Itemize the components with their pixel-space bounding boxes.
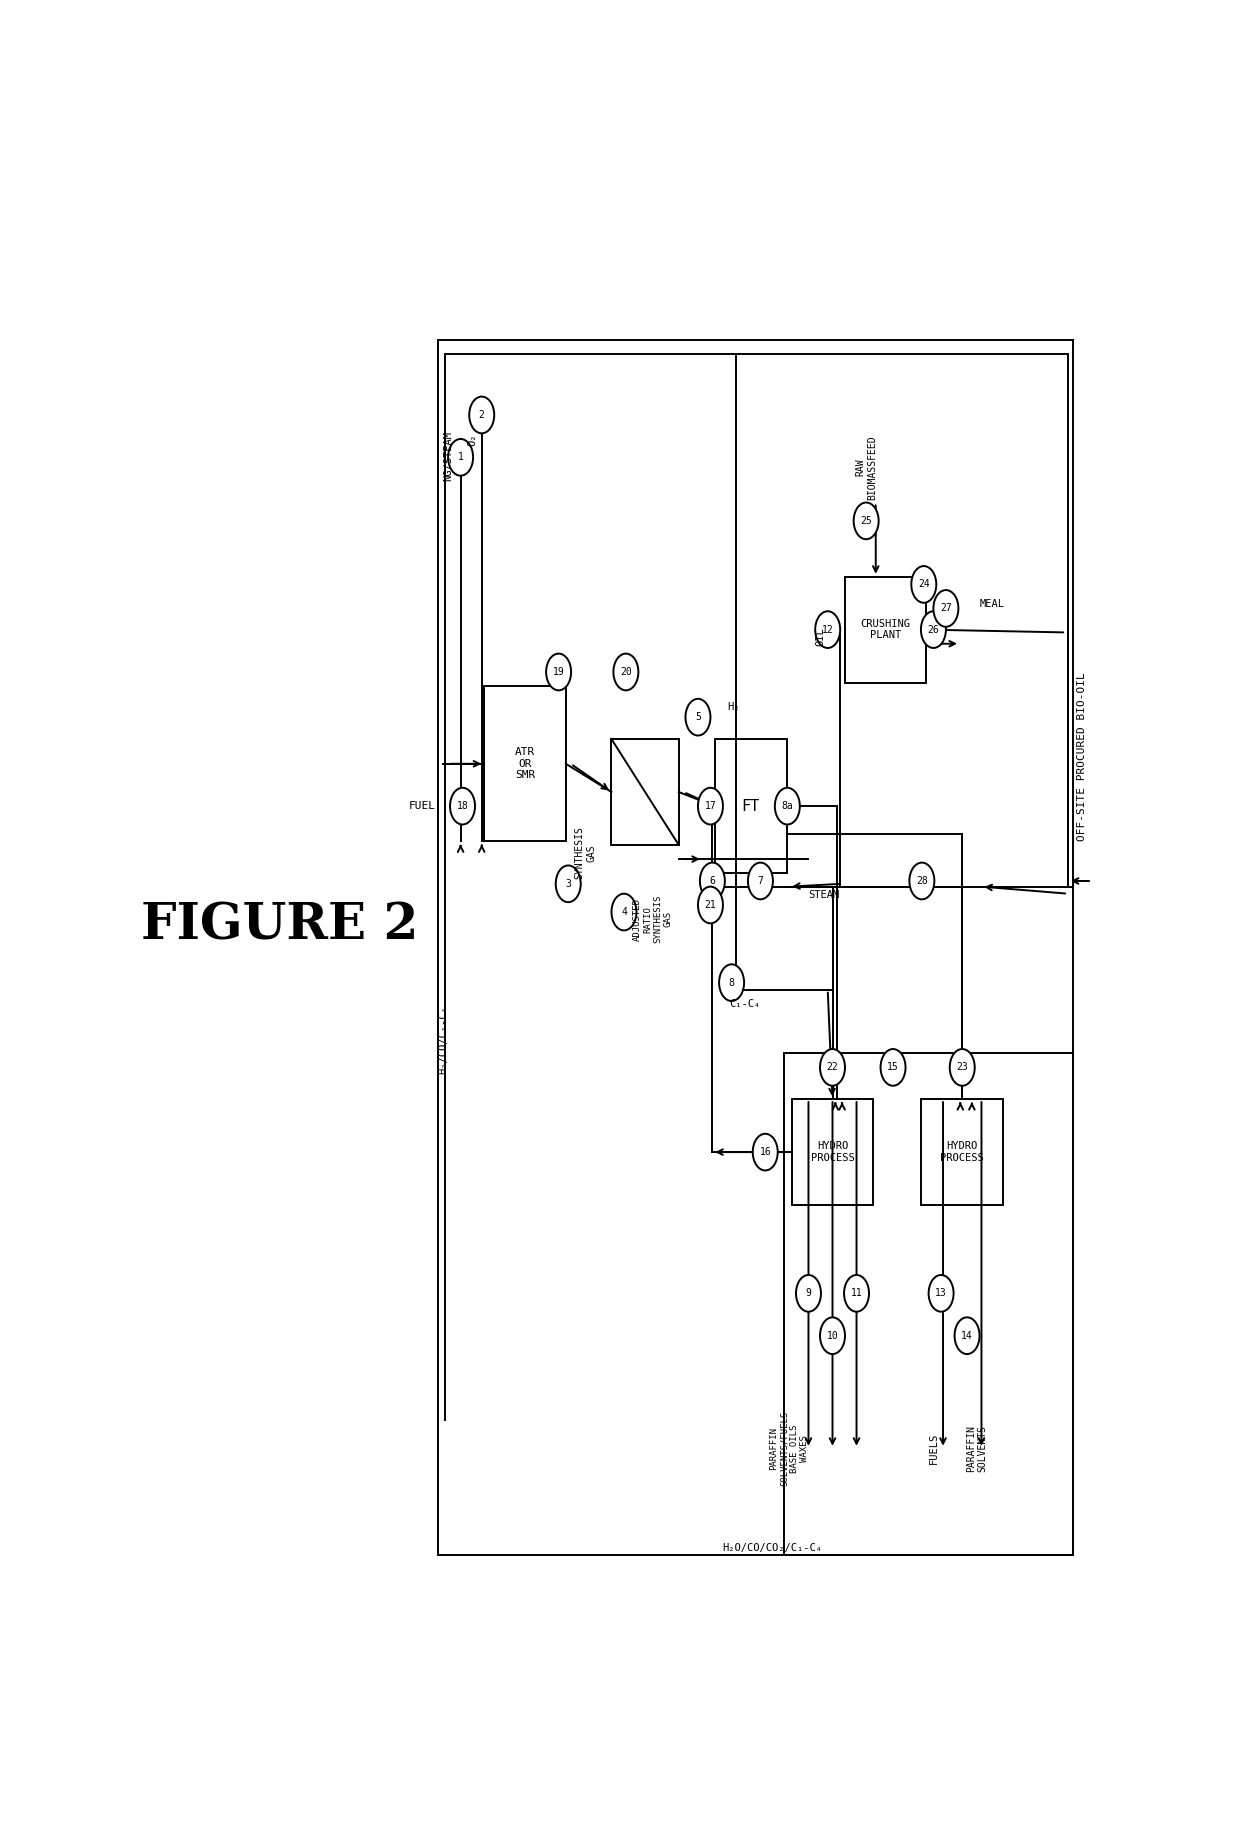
Circle shape bbox=[934, 591, 959, 627]
Bar bbox=[439, 339, 1073, 1555]
Circle shape bbox=[546, 653, 572, 690]
Text: 10: 10 bbox=[827, 1331, 838, 1341]
Text: OFF-SITE PROCURED BIO-OIL: OFF-SITE PROCURED BIO-OIL bbox=[1078, 673, 1087, 842]
Text: HYDRO
PROCESS: HYDRO PROCESS bbox=[940, 1141, 985, 1163]
Text: 8: 8 bbox=[729, 978, 734, 989]
Circle shape bbox=[955, 1317, 980, 1353]
Circle shape bbox=[450, 789, 475, 825]
Text: 15: 15 bbox=[887, 1062, 899, 1073]
Circle shape bbox=[698, 886, 723, 923]
Text: OIL: OIL bbox=[815, 627, 825, 646]
Text: 22: 22 bbox=[827, 1062, 838, 1073]
Circle shape bbox=[556, 866, 580, 902]
Circle shape bbox=[844, 1275, 869, 1311]
Circle shape bbox=[686, 699, 711, 735]
Text: 12: 12 bbox=[822, 625, 833, 635]
Circle shape bbox=[775, 789, 800, 825]
Circle shape bbox=[880, 1049, 905, 1086]
Text: 24: 24 bbox=[918, 580, 930, 589]
Text: H₂: H₂ bbox=[727, 702, 739, 712]
Text: FT: FT bbox=[742, 798, 760, 814]
Circle shape bbox=[820, 1049, 844, 1086]
Text: C₁-C₄: C₁-C₄ bbox=[729, 1000, 761, 1009]
Bar bbox=[921, 1099, 1003, 1205]
Text: FUELS: FUELS bbox=[929, 1432, 939, 1464]
Text: 14: 14 bbox=[961, 1331, 973, 1341]
Text: 26: 26 bbox=[928, 625, 939, 635]
Circle shape bbox=[611, 893, 636, 930]
Text: FUEL: FUEL bbox=[409, 801, 435, 811]
Text: 17: 17 bbox=[704, 801, 717, 811]
Bar bbox=[785, 1053, 1073, 1555]
Text: 23: 23 bbox=[956, 1062, 968, 1073]
Bar bbox=[844, 576, 926, 682]
Circle shape bbox=[448, 438, 474, 475]
Text: 5: 5 bbox=[696, 712, 701, 723]
Text: H₂O/CO/CO₂/C₁-C₄: H₂O/CO/CO₂/C₁-C₄ bbox=[722, 1542, 822, 1553]
Text: H₂/CO/C₁-C₄: H₂/CO/C₁-C₄ bbox=[438, 1005, 449, 1073]
Text: 3: 3 bbox=[565, 878, 572, 889]
Text: 19: 19 bbox=[553, 668, 564, 677]
Circle shape bbox=[815, 611, 841, 647]
Text: 9: 9 bbox=[806, 1287, 811, 1298]
Text: STEAM: STEAM bbox=[808, 889, 839, 900]
Circle shape bbox=[909, 862, 935, 899]
Bar bbox=[484, 686, 565, 842]
Circle shape bbox=[929, 1275, 954, 1311]
Text: FIGURE 2: FIGURE 2 bbox=[141, 902, 419, 950]
Circle shape bbox=[950, 1049, 975, 1086]
Text: NG/STEAM: NG/STEAM bbox=[443, 431, 453, 481]
Text: 25: 25 bbox=[861, 515, 872, 526]
Text: 13: 13 bbox=[935, 1287, 947, 1298]
Circle shape bbox=[699, 862, 725, 899]
Text: 2: 2 bbox=[479, 411, 485, 420]
Text: MEAL: MEAL bbox=[980, 600, 1004, 609]
Text: 8a: 8a bbox=[781, 801, 794, 811]
Bar bbox=[714, 739, 787, 873]
Text: HYDRO
PROCESS: HYDRO PROCESS bbox=[811, 1141, 854, 1163]
Text: 1: 1 bbox=[458, 453, 464, 462]
Circle shape bbox=[614, 653, 639, 690]
Text: 20: 20 bbox=[620, 668, 631, 677]
Text: 7: 7 bbox=[758, 877, 764, 886]
Text: 28: 28 bbox=[916, 877, 928, 886]
Text: CRUSHING
PLANT: CRUSHING PLANT bbox=[861, 618, 910, 640]
Text: 21: 21 bbox=[704, 900, 717, 910]
Text: 16: 16 bbox=[759, 1146, 771, 1157]
Text: PARAFFIN
SOLVENTS: PARAFFIN SOLVENTS bbox=[966, 1425, 987, 1473]
Text: SYNTHESIS
GAS: SYNTHESIS GAS bbox=[574, 827, 596, 878]
Circle shape bbox=[796, 1275, 821, 1311]
Circle shape bbox=[698, 789, 723, 825]
Text: 18: 18 bbox=[456, 801, 469, 811]
Text: ATR
OR
SMR: ATR OR SMR bbox=[515, 746, 536, 781]
Text: 11: 11 bbox=[851, 1287, 862, 1298]
Bar bbox=[611, 739, 678, 845]
Text: ADJUSTED
RATIO
SYNTHESIS
GAS: ADJUSTED RATIO SYNTHESIS GAS bbox=[632, 895, 673, 943]
Circle shape bbox=[921, 611, 946, 647]
Circle shape bbox=[719, 965, 744, 1001]
Circle shape bbox=[748, 862, 773, 899]
Text: 4: 4 bbox=[621, 908, 627, 917]
Circle shape bbox=[753, 1133, 777, 1170]
Circle shape bbox=[911, 567, 936, 603]
Text: 6: 6 bbox=[709, 877, 715, 886]
Bar bbox=[791, 1099, 873, 1205]
Circle shape bbox=[469, 396, 495, 433]
Circle shape bbox=[853, 503, 879, 539]
Circle shape bbox=[820, 1317, 844, 1353]
Text: O₂: O₂ bbox=[467, 433, 477, 446]
Text: RAW
BIOMASSFEED: RAW BIOMASSFEED bbox=[856, 435, 877, 499]
Text: PARAFFIN
SOLVENTS/FUELS
BASE OILS
WAXES: PARAFFIN SOLVENTS/FUELS BASE OILS WAXES bbox=[769, 1410, 810, 1486]
Text: 27: 27 bbox=[940, 603, 952, 613]
